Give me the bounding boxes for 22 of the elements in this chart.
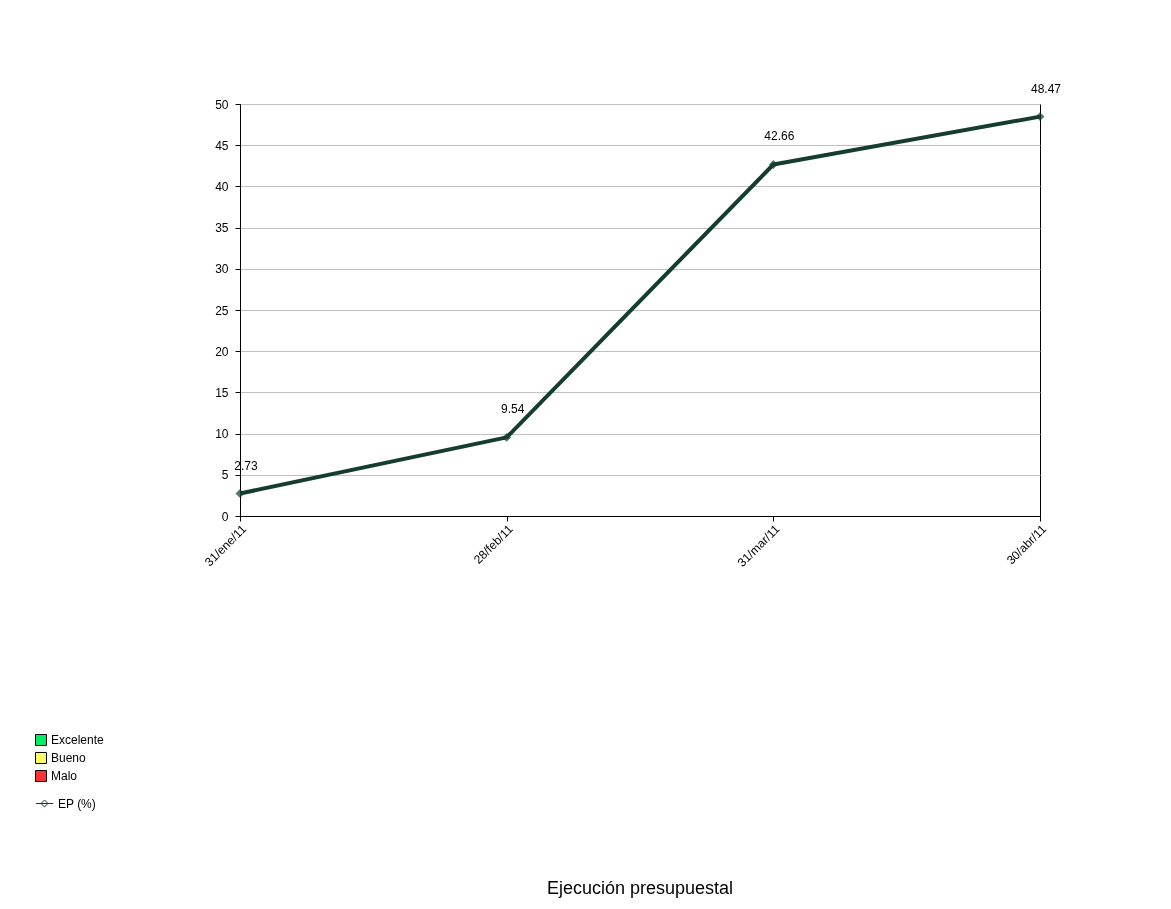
y-tick-label: 0 <box>221 509 229 524</box>
legend-label: Bueno <box>51 751 87 765</box>
legend-label: Malo <box>51 769 78 783</box>
legend-label: EP (%) <box>58 796 96 811</box>
data-label: 48.47 <box>1030 81 1062 96</box>
point <box>1035 112 1045 122</box>
y-tick-label: 5 <box>221 468 229 483</box>
y-tick-label: 30 <box>215 262 229 277</box>
y-tick-label: 40 <box>215 179 229 194</box>
y-tick-label: 35 <box>215 221 229 236</box>
legend-label: Excelente <box>51 733 105 747</box>
text: Ejecución presupuestal <box>546 878 734 898</box>
data-label: 9.54 <box>500 402 525 417</box>
point <box>502 432 512 442</box>
y-tick-label: 50 <box>215 97 229 112</box>
y-tick-label: 10 <box>215 427 229 442</box>
y-tick-label: 45 <box>215 138 229 153</box>
data-label: 42.66 <box>764 129 795 144</box>
y-tick-label: 20 <box>215 344 229 359</box>
point <box>768 160 778 169</box>
y-tick-label: 25 <box>215 303 229 318</box>
y-tick-label: 15 <box>215 385 229 400</box>
